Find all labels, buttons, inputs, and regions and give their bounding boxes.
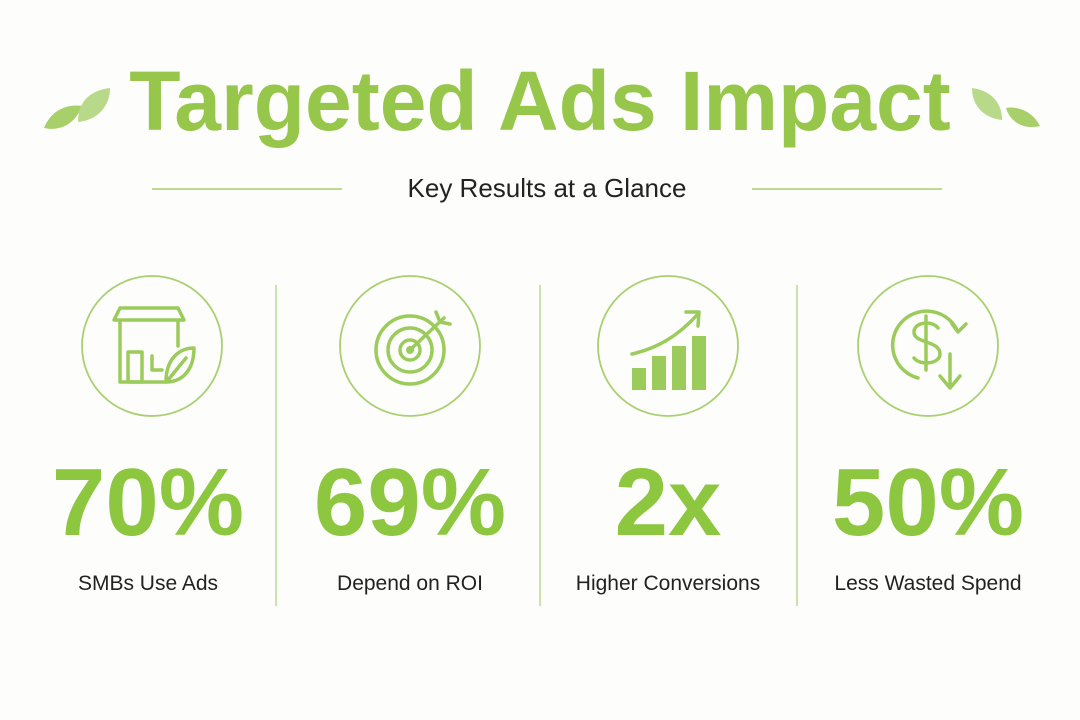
store-icon: [112, 306, 196, 384]
stat-value: 70%: [52, 449, 244, 556]
chart-icon: [630, 310, 706, 390]
leaf-right: [972, 88, 1040, 128]
stat-value: 69%: [314, 449, 506, 556]
subtitle: Key Results at a Glance: [408, 173, 687, 203]
leaf-left: [44, 88, 110, 129]
title: Targeted Ads Impact: [129, 54, 951, 148]
stat-label: Depend on ROI: [337, 572, 483, 595]
stat-value: 2x: [615, 449, 722, 556]
icon-circles: [81, 275, 999, 417]
dividers: [275, 285, 798, 606]
dollar-icon: [890, 309, 968, 390]
stat-value: 50%: [832, 449, 1024, 556]
stats: 70% SMBs Use Ads 69% Depend on ROI 2x Higher …: [52, 449, 1024, 595]
stat-label: Higher Conversions: [576, 572, 760, 595]
stat-label: SMBs Use Ads: [78, 572, 218, 595]
target-icon: [374, 310, 452, 386]
stat-label: Less Wasted Spend: [834, 572, 1021, 595]
